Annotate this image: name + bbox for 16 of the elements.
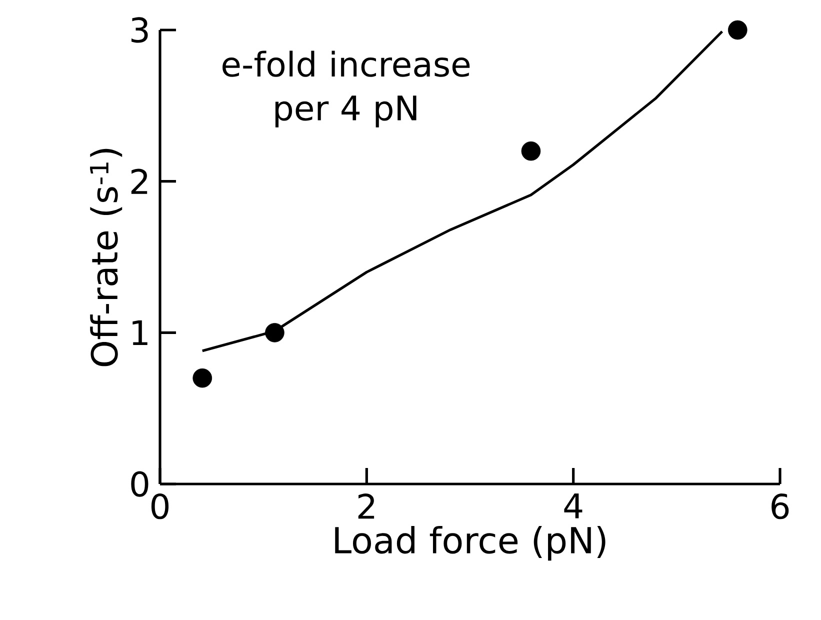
y-tick-label: 0 xyxy=(131,471,148,497)
x-tick-label: 6 xyxy=(772,494,789,520)
annotation: e-fold increase per 4 pN xyxy=(222,50,470,128)
y-axis-title: Off-rate (s$^{-1}$) xyxy=(90,148,122,366)
point xyxy=(521,141,541,161)
y-tick-label: 1 xyxy=(132,320,148,346)
point xyxy=(728,20,748,40)
point xyxy=(265,323,284,342)
x-tick-label: 0 xyxy=(151,494,169,520)
x-tick-label: 4 xyxy=(564,494,582,518)
y-tick-label: 2 xyxy=(131,168,148,194)
line-series xyxy=(201,30,724,352)
point xyxy=(192,368,212,388)
x-tick-label: 2 xyxy=(358,494,374,519)
y-tick-label: 3 xyxy=(132,17,148,43)
x-axis-title: Load force (pN) xyxy=(335,526,606,561)
